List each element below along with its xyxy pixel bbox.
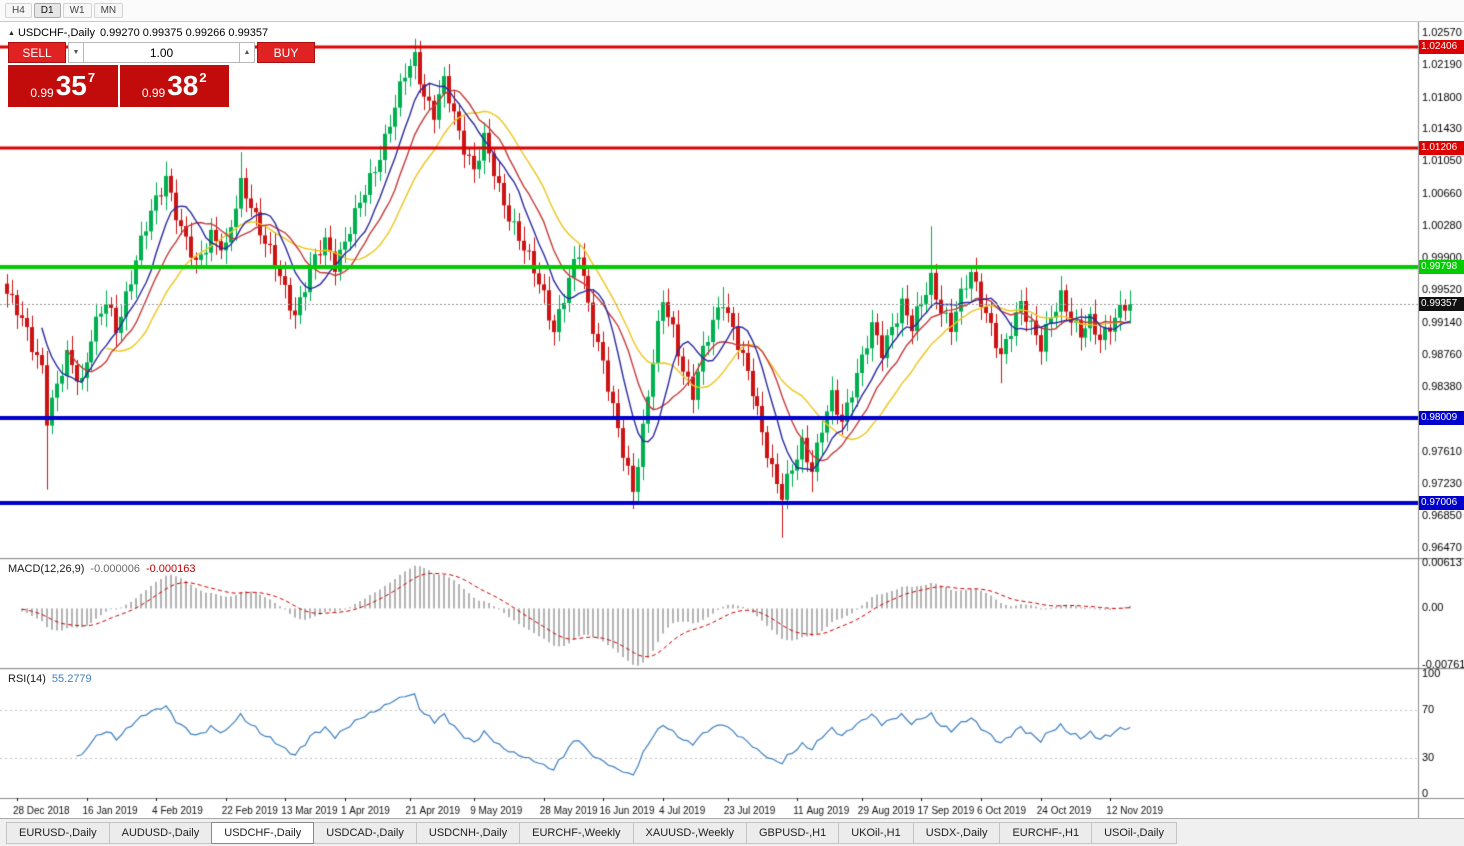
chart-tab-eurchf-weekly[interactable]: EURCHF-,Weekly [519,821,634,844]
sell-price-prefix: 0.99 [30,86,54,100]
price-line-badge: 0.99798 [1419,260,1464,274]
timeframe-button-h4[interactable]: H4 [5,3,32,18]
volume-input[interactable] [84,42,239,63]
chart-tab-ukoil-h1[interactable]: UKOil-,H1 [838,821,914,844]
buy-price-button[interactable]: 0.99 38 2 [119,65,229,107]
timeframe-toolbar: H4 D1 W1 MN [0,0,1464,22]
chart-tab-eurusd-daily[interactable]: EURUSD-,Daily [6,821,110,844]
chart-header: ▲ USDCHF-,Daily 0.99270 0.99375 0.99266 0.… [8,27,273,39]
trade-prices-row: 0.99 35 7 0.99 38 2 [8,65,229,107]
chart-expand-icon[interactable]: ▲ [8,30,15,37]
price-line-badge: 1.02406 [1419,40,1464,54]
rsi-indicator-label: RSI(14) 55.2779 [8,673,92,685]
chart-ohlc-values: 0.99270 0.99375 0.99266 0.99357 [99,27,269,39]
chart-canvas[interactable] [0,22,1464,818]
buy-price-prefix: 0.99 [141,86,166,100]
chart-tab-xauusd-weekly[interactable]: XAUUSD-,Weekly [632,821,747,844]
current-price-badge: 0.99357 [1419,297,1464,311]
timeframe-button-w1[interactable]: W1 [62,3,92,18]
macd-signal-value: -0.000163 [145,563,196,575]
macd-name: MACD(12,26,9) [8,563,85,575]
rsi-value: 55.2779 [51,673,92,685]
volume-decrease-icon[interactable]: ▼ [68,42,84,63]
buy-price-point: 2 [199,70,207,85]
rsi-name: RSI(14) [8,673,46,685]
chart-tab-bar: EURUSD-,Daily AUDUSD-,Daily USDCHF-,Daily U… [0,818,1464,846]
sell-price-pips: 35 [55,70,87,101]
price-line-badge: 0.97006 [1419,496,1464,510]
buy-price-pips: 38 [167,70,199,101]
chart-symbol-label: USDCHF-,Daily [17,27,95,39]
sell-price-button[interactable]: 0.99 35 7 [8,65,118,107]
chart-tab-usoil-daily[interactable]: USOil-,Daily [1091,821,1177,844]
volume-increase-icon[interactable]: ▲ [239,42,255,63]
sell-price-point: 7 [87,70,96,85]
macd-indicator-label: MACD(12,26,9) -0.000006 -0.000163 [8,563,196,575]
trade-controls-row: SELL ▼ ▲ BUY [8,42,315,63]
chart-tab-usdchf-daily[interactable]: USDCHF-,Daily [211,821,315,844]
chart-tab-eurchf-h1[interactable]: EURCHF-,H1 [999,821,1093,844]
chart-window: ▲ USDCHF-,Daily 0.99270 0.99375 0.99266 0.… [0,22,1464,818]
volume-control: ▼ ▲ [68,42,255,63]
chart-tab-audusd-daily[interactable]: AUDUSD-,Daily [108,821,213,844]
buy-button[interactable]: BUY [257,42,315,63]
sell-button[interactable]: SELL [8,42,66,63]
chart-tab-usdx-daily[interactable]: USDX-,Daily [912,821,1001,844]
timeframe-button-d1[interactable]: D1 [33,3,61,18]
timeframe-button-mn[interactable]: MN [93,3,124,18]
chart-tab-usdcnh-daily[interactable]: USDCNH-,Daily [415,821,521,844]
chart-tab-usdcad-daily[interactable]: USDCAD-,Daily [313,821,417,844]
macd-main-value: -0.000006 [90,563,140,575]
price-line-badge: 0.98009 [1419,411,1464,425]
one-click-trade-panel: SELL ▼ ▲ BUY 0.99 35 7 0.99 38 2 [8,42,315,107]
price-line-badge: 1.01206 [1419,141,1464,155]
chart-tab-gbpusd-h1[interactable]: GBPUSD-,H1 [745,821,840,844]
